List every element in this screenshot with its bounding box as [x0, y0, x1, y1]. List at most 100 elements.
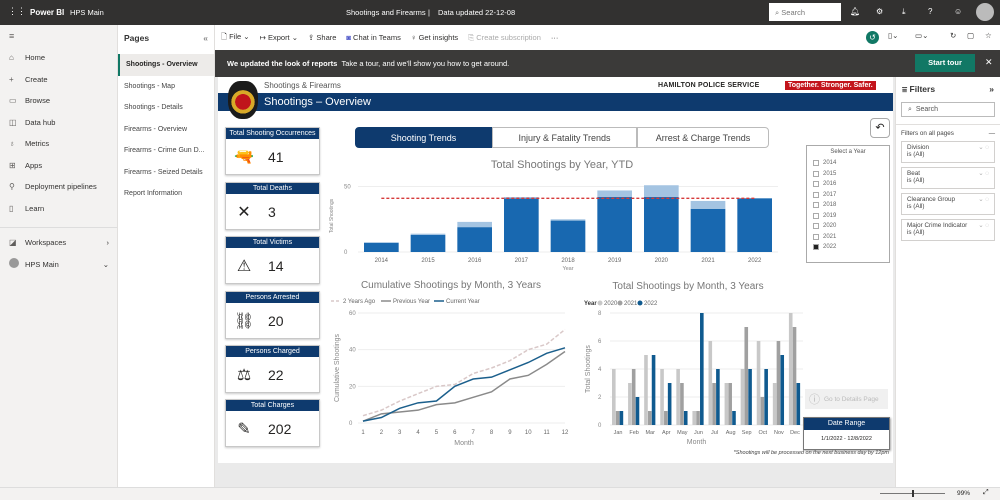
share-button[interactable]: ⇪ Share	[308, 33, 337, 42]
collapse-filters-icon[interactable]: »	[989, 84, 994, 94]
filter-expand-icon[interactable]: ⌄ ◌	[978, 196, 989, 203]
page-tab[interactable]: Firearms - Seized Details	[124, 168, 203, 176]
help-icon[interactable]: ?	[928, 7, 933, 16]
nav-item[interactable]: ▭ Browse	[0, 90, 117, 112]
kpi-card: Total Shooting Occurrences 🔫 41	[225, 127, 320, 175]
filter-card[interactable]: Clearance Group is (All) ⌄ ◌	[901, 193, 995, 215]
tab-shooting-trends[interactable]: Shooting Trends	[355, 127, 492, 148]
undo-reset-button[interactable]: ↶	[870, 118, 890, 138]
data-updated-dropdown[interactable]: Data updated 22-12-08	[438, 8, 516, 17]
nav-item[interactable]: + Create	[0, 69, 117, 91]
app-launcher-icon[interactable]: ⋮⋮	[8, 6, 26, 16]
slicer-option[interactable]: 2020	[813, 221, 883, 232]
checkbox[interactable]	[813, 223, 819, 230]
page-tab[interactable]: Shootings - Details	[124, 104, 183, 112]
brand-name: HAMILTON POLICE SERVICE	[658, 82, 760, 89]
feedback-icon[interactable]: ☺	[954, 7, 963, 16]
checkbox[interactable]	[813, 233, 819, 240]
bar	[550, 220, 586, 252]
checkbox[interactable]	[813, 212, 819, 219]
x-tick-label: Dec	[790, 430, 800, 436]
reset-icon[interactable]: ↺	[866, 31, 879, 44]
favorite-icon[interactable]: ☆	[985, 31, 992, 40]
slicer-option[interactable]: 2015	[813, 169, 883, 180]
slicer-option[interactable]: 2022	[813, 242, 883, 253]
checkbox[interactable]	[813, 170, 819, 177]
chat-label: Chat in Teams	[353, 33, 401, 42]
chat-in-teams-button[interactable]: ◙ Chat in Teams	[346, 33, 401, 42]
more-options-button[interactable]: ···	[550, 33, 559, 42]
collapse-pages-icon[interactable]: «	[203, 33, 208, 43]
slicer-option[interactable]: 2017	[813, 190, 883, 201]
checkbox[interactable]	[813, 202, 819, 209]
nav-workspaces[interactable]: ◪ Workspaces ›	[0, 232, 117, 254]
nav-icon: ⚲	[9, 182, 15, 192]
nav-item[interactable]: ♁ Metrics	[0, 133, 117, 155]
view-icon[interactable]: ▭⌄	[915, 31, 929, 40]
bar	[690, 200, 726, 209]
legend-label: 2020	[604, 301, 618, 307]
app-name[interactable]: Power BI	[30, 8, 65, 17]
nav-label: Data hub	[25, 117, 56, 127]
comment-icon[interactable]: ▢	[967, 31, 975, 40]
checkbox[interactable]	[813, 160, 819, 167]
notifications-icon[interactable]: 🔔︎	[850, 7, 861, 16]
slicer-option[interactable]: 2019	[813, 211, 883, 222]
bar	[683, 411, 688, 425]
tab-arrest-charge-trends[interactable]: Arrest & Charge Trends	[637, 127, 769, 148]
y-axis-label: Total Shootings	[329, 198, 335, 233]
filter-card[interactable]: Major Crime Indicator is (All) ⌄ ◌	[901, 219, 995, 241]
nav-item[interactable]: ⌂ Home	[0, 47, 117, 69]
search-input[interactable]: ⌕ Search	[769, 3, 841, 21]
bookmark-icon[interactable]: ▯⌄	[888, 31, 899, 40]
page-tab[interactable]: Shootings - Overview	[118, 54, 214, 76]
refresh-icon[interactable]: ↻	[950, 31, 957, 40]
slicer-option[interactable]: 2016	[813, 179, 883, 190]
filters-search-input[interactable]: ⌕ Search	[901, 102, 995, 117]
avatar[interactable]	[976, 3, 994, 21]
page-tab[interactable]: Shootings - Map	[124, 82, 175, 90]
slicer-option[interactable]: 2018	[813, 200, 883, 211]
checkbox[interactable]	[813, 181, 819, 188]
bar	[644, 197, 679, 252]
banner-text: Take a tour, and we'll show you how to g…	[341, 59, 510, 68]
slicer-option[interactable]: 2014	[813, 158, 883, 169]
legend-swatch	[617, 300, 623, 306]
tab-injury-fatality-trends[interactable]: Injury & Fatality Trends	[492, 127, 637, 148]
checkbox[interactable]	[813, 191, 819, 198]
export-menu[interactable]: ↦ Export ⌄	[259, 33, 299, 42]
zoom-slider-thumb[interactable]	[912, 490, 914, 497]
report-canvas: Shootings & Firearms HAMILTON POLICE SER…	[218, 77, 893, 463]
checkbox[interactable]	[813, 244, 819, 251]
file-menu[interactable]: 🗋 File ⌄	[221, 32, 250, 41]
filter-expand-icon[interactable]: ⌄ ◌	[978, 144, 989, 151]
filter-card[interactable]: Beat is (All) ⌄ ◌	[901, 167, 995, 189]
export-label: Export	[267, 33, 290, 42]
fit-page-icon[interactable]: ⤢	[983, 489, 989, 496]
kpi-value: 22	[268, 366, 284, 383]
nav-hps-main[interactable]: HPS Main ⌄	[0, 254, 117, 276]
nav-item[interactable]: ⊞ Apps	[0, 155, 117, 177]
create-subscription-button[interactable]: ⎘ Create subscription	[468, 32, 541, 42]
x-tick-label: Oct	[759, 430, 768, 436]
nav-item[interactable]: ▯ Learn	[0, 198, 117, 220]
nav-item[interactable]: ⚲ Deployment pipelines	[0, 176, 117, 198]
page-tab[interactable]: Report Information	[124, 190, 182, 198]
filter-card[interactable]: Division is (All) ⌄ ◌	[901, 141, 995, 163]
page-tab[interactable]: Firearms - Overview	[124, 125, 188, 133]
filter-expand-icon[interactable]: ⌄ ◌	[978, 222, 989, 229]
workspace-name[interactable]: HPS Main	[70, 8, 104, 17]
go-to-details-button[interactable]: ⓘ Go to Details Page	[805, 389, 888, 409]
bar	[667, 383, 672, 425]
start-tour-button[interactable]: Start tour	[915, 54, 975, 72]
close-banner-icon[interactable]: ✕	[985, 57, 993, 67]
filter-expand-icon[interactable]: ⌄ ◌	[978, 170, 989, 177]
get-insights-button[interactable]: ♀ Get insights	[410, 33, 459, 42]
slicer-option[interactable]: 2021	[813, 232, 883, 243]
settings-icon[interactable]: ⚙	[876, 7, 884, 16]
download-icon[interactable]: ⤓	[902, 7, 906, 16]
hamburger-icon[interactable]: ≡	[9, 31, 15, 41]
page-tab[interactable]: Firearms - Crime Gun D...	[124, 147, 205, 155]
nav-item[interactable]: ◫ Data hub	[0, 112, 117, 134]
x-tick-label: Aug	[726, 430, 736, 436]
